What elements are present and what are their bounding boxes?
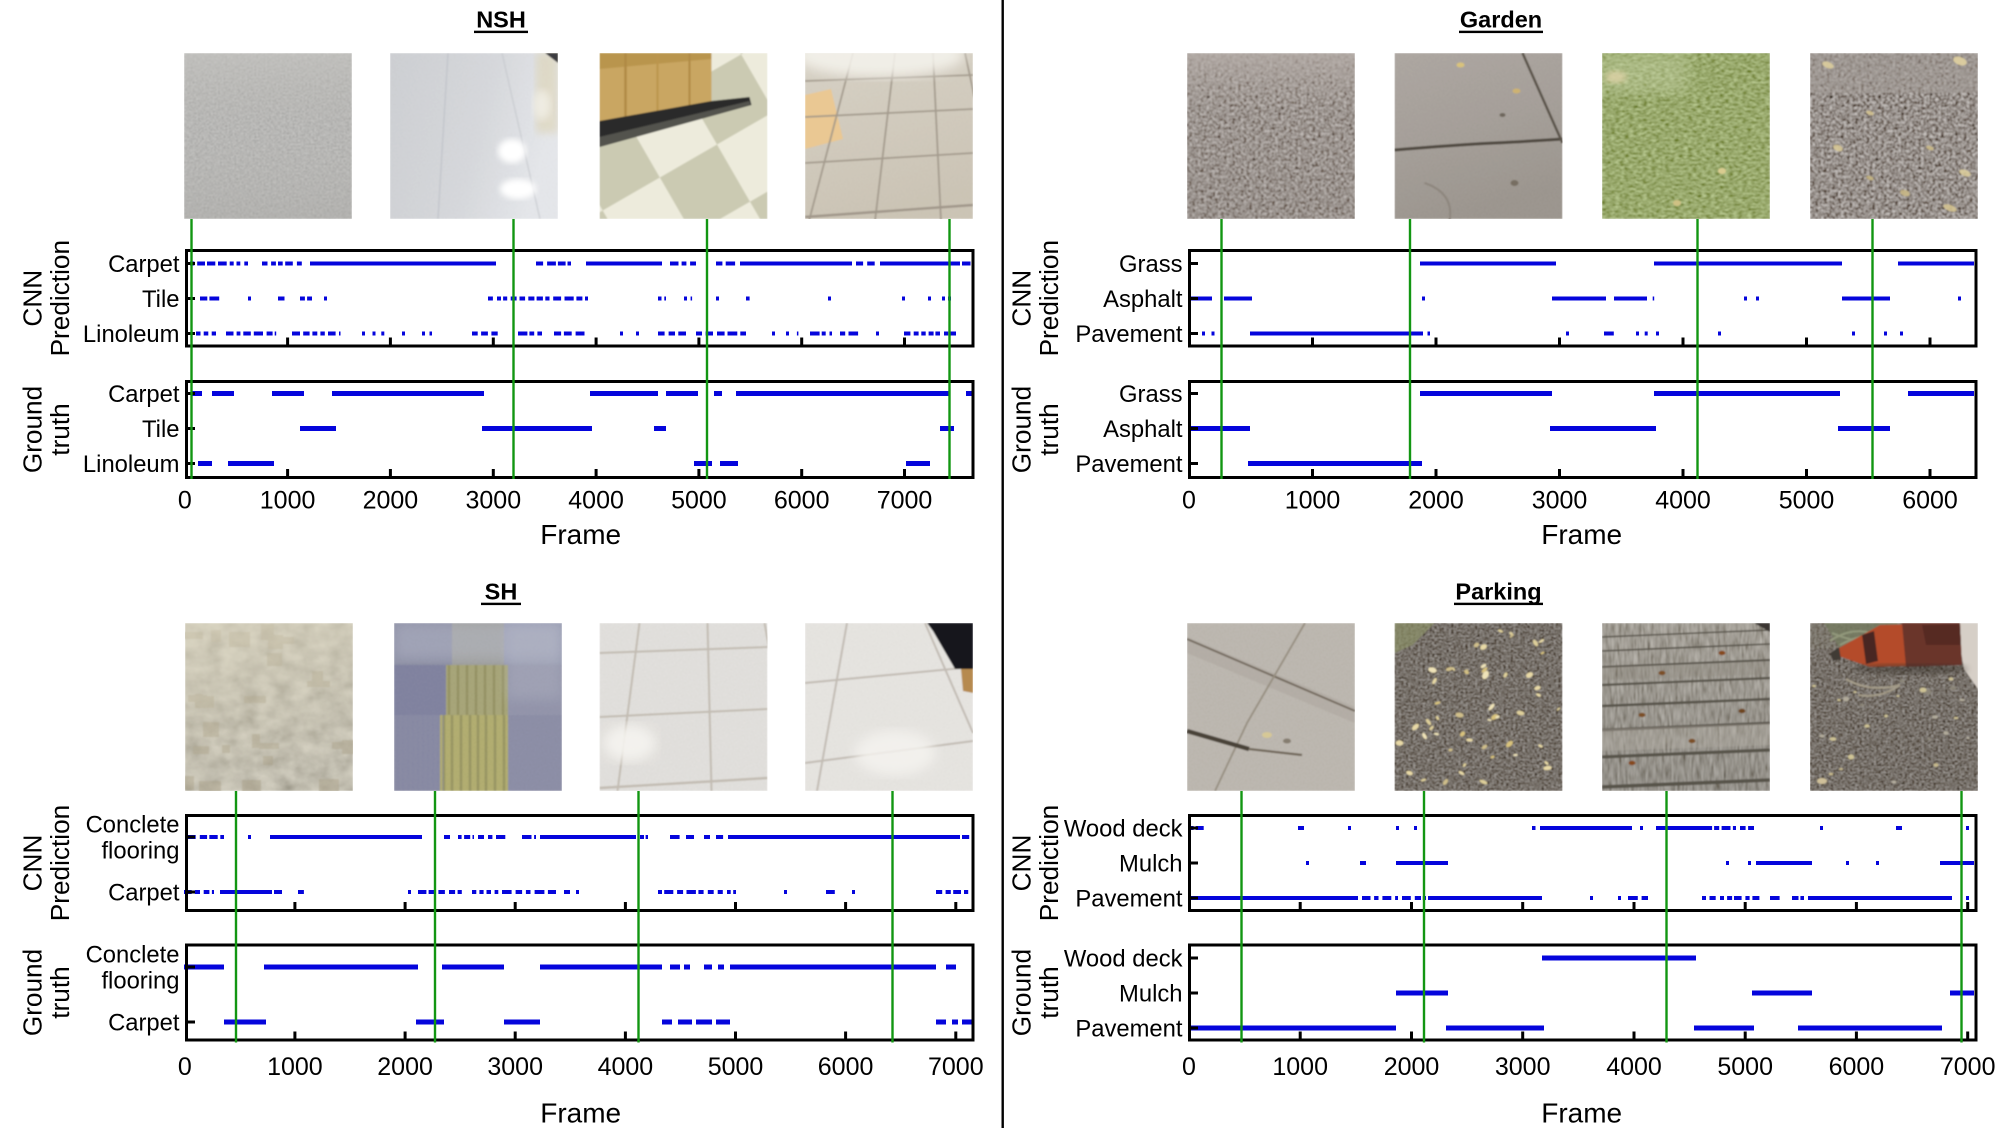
- svg-text:3000: 3000: [1532, 487, 1588, 515]
- svg-text:Prediction: Prediction: [1034, 240, 1064, 356]
- svg-text:Conclete: Conclete: [86, 812, 180, 839]
- svg-text:Linoleum: Linoleum: [83, 451, 180, 478]
- svg-text:1000: 1000: [260, 487, 316, 515]
- svg-text:Garden: Garden: [1460, 7, 1542, 33]
- svg-text:6000: 6000: [1829, 1053, 1885, 1081]
- svg-text:truth: truth: [45, 403, 75, 455]
- svg-text:Wood deck: Wood deck: [1064, 946, 1183, 973]
- svg-text:truth: truth: [1034, 403, 1064, 455]
- svg-text:flooring: flooring: [101, 968, 179, 995]
- svg-text:Ground: Ground: [1007, 386, 1037, 473]
- svg-text:0: 0: [1182, 1053, 1196, 1081]
- svg-text:flooring: flooring: [101, 838, 179, 865]
- svg-text:0: 0: [178, 487, 192, 515]
- svg-text:Asphalt: Asphalt: [1103, 416, 1183, 443]
- svg-text:6000: 6000: [818, 1053, 874, 1081]
- svg-text:0: 0: [178, 1053, 192, 1081]
- svg-text:Mulch: Mulch: [1119, 851, 1182, 878]
- svg-text:6000: 6000: [774, 487, 830, 515]
- svg-text:Prediction: Prediction: [1034, 805, 1064, 921]
- svg-text:Wood deck: Wood deck: [1064, 816, 1183, 843]
- svg-text:Grass: Grass: [1119, 381, 1183, 408]
- svg-text:Prediction: Prediction: [45, 805, 75, 921]
- svg-text:3000: 3000: [487, 1053, 543, 1081]
- svg-text:Parking: Parking: [1455, 579, 1541, 605]
- svg-text:0: 0: [1182, 487, 1196, 515]
- svg-text:Frame: Frame: [540, 1098, 621, 1128]
- svg-text:Pavement: Pavement: [1075, 321, 1183, 348]
- svg-text:NSH: NSH: [476, 7, 526, 33]
- svg-text:Frame: Frame: [540, 519, 621, 550]
- svg-text:7000: 7000: [1940, 1053, 1996, 1081]
- svg-text:Grass: Grass: [1119, 251, 1183, 278]
- svg-text:5000: 5000: [671, 487, 727, 515]
- svg-text:Frame: Frame: [1541, 519, 1622, 550]
- svg-text:5000: 5000: [708, 1053, 764, 1081]
- svg-text:CNN: CNN: [18, 835, 48, 892]
- svg-text:5000: 5000: [1779, 487, 1835, 515]
- svg-text:truth: truth: [1034, 966, 1064, 1018]
- svg-text:SH: SH: [485, 579, 518, 605]
- svg-text:Prediction: Prediction: [45, 240, 75, 356]
- svg-text:4000: 4000: [568, 487, 624, 515]
- svg-text:Carpet: Carpet: [108, 251, 180, 278]
- svg-text:4000: 4000: [1655, 487, 1711, 515]
- svg-text:7000: 7000: [928, 1053, 984, 1081]
- svg-text:CNN: CNN: [1007, 835, 1037, 892]
- svg-text:4000: 4000: [598, 1053, 654, 1081]
- svg-text:Ground: Ground: [18, 386, 48, 473]
- svg-text:Carpet: Carpet: [108, 1010, 180, 1037]
- svg-text:Pavement: Pavement: [1075, 886, 1183, 913]
- svg-text:Ground: Ground: [18, 949, 48, 1036]
- svg-text:2000: 2000: [363, 487, 419, 515]
- svg-text:Ground: Ground: [1007, 949, 1037, 1036]
- svg-text:1000: 1000: [267, 1053, 323, 1081]
- svg-text:Mulch: Mulch: [1119, 981, 1182, 1008]
- svg-text:truth: truth: [45, 966, 75, 1018]
- svg-text:CNN: CNN: [1007, 270, 1037, 327]
- svg-text:Conclete: Conclete: [86, 942, 180, 969]
- svg-text:Pavement: Pavement: [1075, 451, 1183, 478]
- svg-text:Tile: Tile: [142, 416, 179, 443]
- svg-text:2000: 2000: [377, 1053, 433, 1081]
- svg-text:3000: 3000: [1495, 1053, 1551, 1081]
- svg-text:2000: 2000: [1408, 487, 1464, 515]
- svg-text:Pavement: Pavement: [1075, 1016, 1183, 1043]
- svg-text:Linoleum: Linoleum: [83, 321, 180, 348]
- svg-text:5000: 5000: [1717, 1053, 1773, 1081]
- svg-text:1000: 1000: [1285, 487, 1341, 515]
- svg-text:3000: 3000: [465, 487, 521, 515]
- svg-text:4000: 4000: [1606, 1053, 1662, 1081]
- svg-text:Frame: Frame: [1541, 1098, 1622, 1128]
- svg-text:CNN: CNN: [18, 270, 48, 327]
- svg-text:Carpet: Carpet: [108, 880, 180, 907]
- svg-text:2000: 2000: [1384, 1053, 1440, 1081]
- svg-text:Asphalt: Asphalt: [1103, 286, 1183, 313]
- svg-text:Carpet: Carpet: [108, 381, 180, 408]
- svg-text:7000: 7000: [877, 487, 933, 515]
- svg-text:Tile: Tile: [142, 286, 179, 313]
- svg-text:6000: 6000: [1902, 487, 1958, 515]
- svg-text:1000: 1000: [1272, 1053, 1328, 1081]
